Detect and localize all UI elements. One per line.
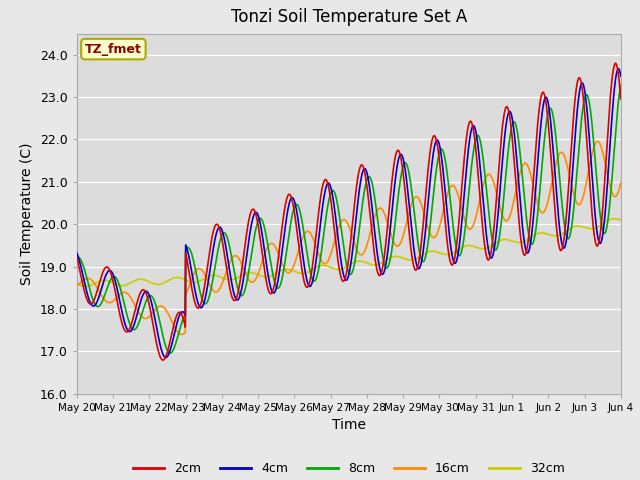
- Y-axis label: Soil Temperature (C): Soil Temperature (C): [20, 143, 35, 285]
- Legend: 2cm, 4cm, 8cm, 16cm, 32cm: 2cm, 4cm, 8cm, 16cm, 32cm: [128, 457, 570, 480]
- Title: Tonzi Soil Temperature Set A: Tonzi Soil Temperature Set A: [230, 9, 467, 26]
- X-axis label: Time: Time: [332, 418, 366, 432]
- Text: TZ_fmet: TZ_fmet: [85, 43, 142, 56]
